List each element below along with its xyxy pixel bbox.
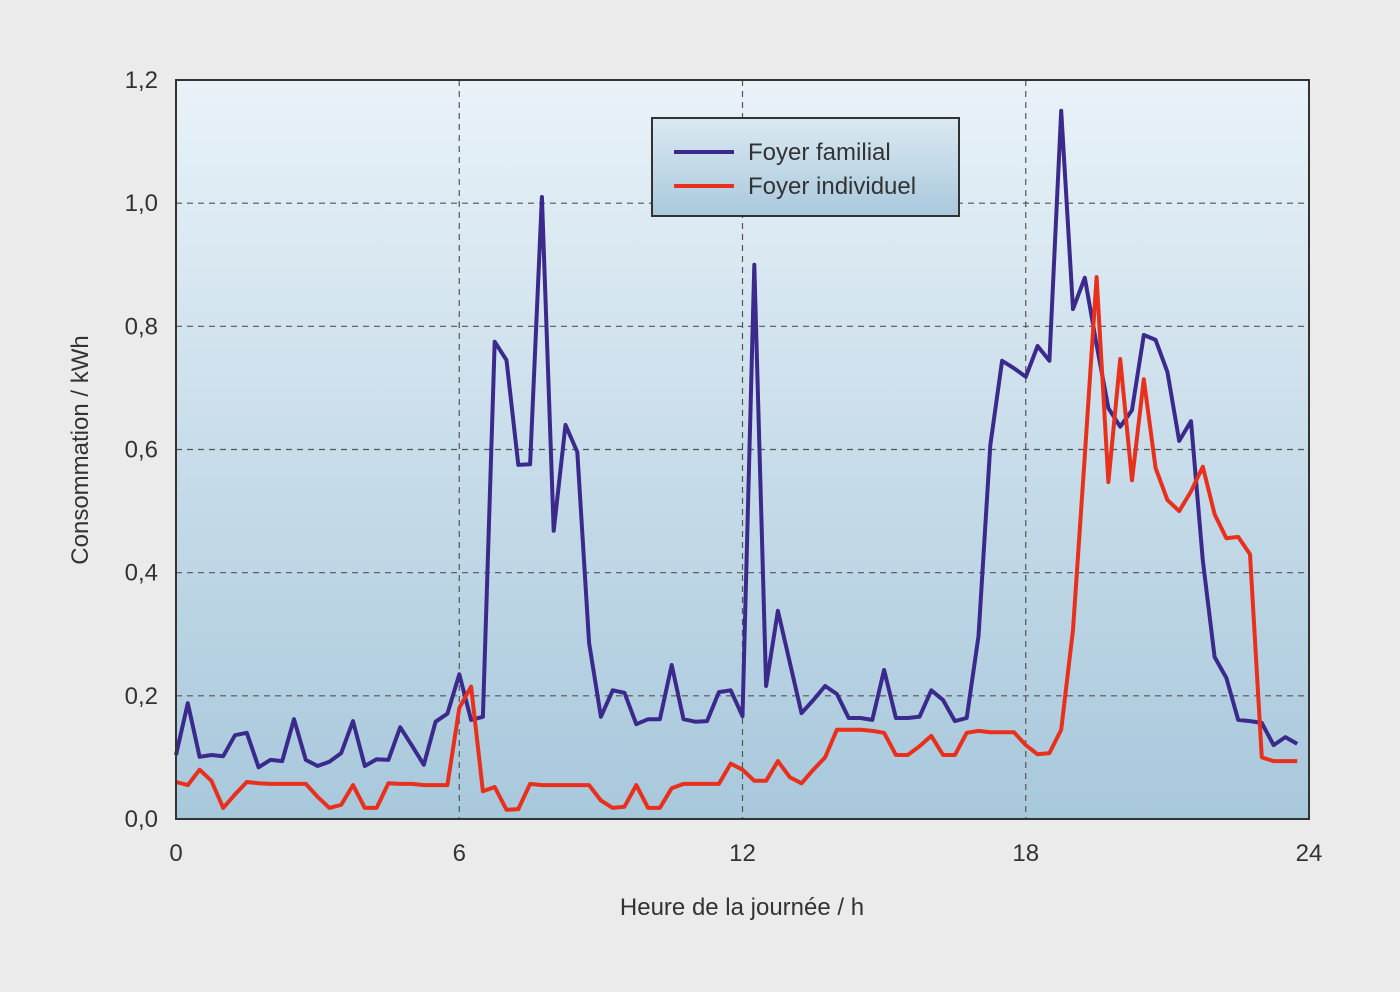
legend: Foyer familial Foyer individuel (651, 117, 960, 217)
y-tick-label: 0,8 (125, 313, 158, 340)
x-tick-label: 12 (729, 840, 756, 867)
x-tick-label: 18 (1012, 840, 1039, 867)
y-tick-label: 1,0 (125, 190, 158, 217)
series-line (174, 108, 1299, 770)
x-tick-label: 24 (1296, 840, 1323, 867)
plot-frame (175, 79, 1310, 820)
y-tick-label: 0,2 (125, 683, 158, 710)
series-foyer-familial (174, 108, 1299, 770)
legend-label-individuel: Foyer individuel (748, 173, 916, 200)
series-foyer-individuel (175, 275, 1298, 812)
x-tick-label: 6 (453, 840, 466, 867)
legend-box (651, 117, 960, 217)
y-tick-label: 0,4 (125, 560, 158, 587)
legend-label-familial: Foyer familial (748, 139, 891, 166)
y-axis-label: Consommation / kWh (67, 335, 94, 564)
y-tick-label: 0,6 (125, 437, 158, 464)
series-line (175, 275, 1298, 812)
y-tick-label: 1,2 (125, 67, 158, 94)
x-tick-label: 0 (169, 840, 182, 867)
y-tick-label: 0,0 (125, 806, 158, 833)
x-axis-label: Heure de la journée / h (620, 894, 864, 921)
